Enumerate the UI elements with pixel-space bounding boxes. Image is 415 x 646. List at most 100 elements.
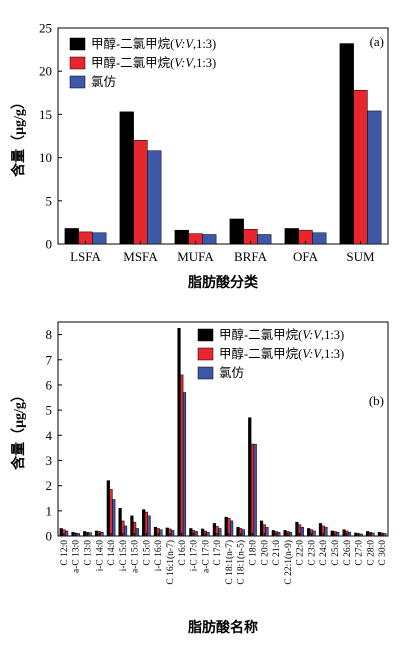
bar <box>88 532 92 537</box>
bar <box>371 532 375 537</box>
bar <box>135 528 139 537</box>
bar <box>165 527 169 537</box>
y-tick-label: 2 <box>46 478 53 493</box>
category-label: C 17:0 <box>213 540 223 566</box>
legend-swatch <box>197 328 214 342</box>
bar <box>330 530 334 537</box>
plot-frame <box>57 27 389 245</box>
category-label: i-C 14:0 <box>95 540 105 572</box>
bar <box>241 529 245 537</box>
bar <box>202 234 217 245</box>
legend-label: 甲醇-二氯甲烷(V:V,1:3) <box>219 327 344 342</box>
bar <box>324 526 328 537</box>
y-axis-title: 含量（μg/g） <box>10 95 27 177</box>
category-label: C 18:1(n-7) <box>224 540 235 585</box>
bar <box>171 530 175 537</box>
bar <box>65 530 69 537</box>
category-label: C 30:0 <box>378 540 388 566</box>
legend-swatch <box>197 366 214 380</box>
bar <box>288 531 293 537</box>
bar <box>257 234 272 245</box>
plot-frame <box>57 321 389 537</box>
legend-label: 甲醇-二氯甲烷(V:V,1:3) <box>91 36 216 51</box>
bar <box>284 228 299 245</box>
x-axis-title: 脂肪酸分类 <box>187 274 259 291</box>
category-label: C 22:0 <box>296 540 306 566</box>
bar <box>229 218 244 245</box>
bar <box>253 443 257 537</box>
category-label: C 13:0 <box>83 540 93 566</box>
bar <box>94 530 99 537</box>
legend-swatch <box>69 75 86 89</box>
category-label: SUM <box>346 249 375 264</box>
y-tick-label: 1 <box>46 503 53 518</box>
category-label: i-C 16:0 <box>154 540 164 572</box>
bar <box>180 374 184 537</box>
panel-label: (b) <box>369 393 384 408</box>
bar <box>265 526 269 537</box>
category-label: C 26:0 <box>343 540 353 566</box>
legend-label: 甲醇-二氯甲烷(V:V,1:3) <box>91 55 216 70</box>
panel-a: 0 5 10 15 20 25 LSFA MSFA MUFA BRFA OFA SUM 含量（μg/g）… <box>10 21 389 291</box>
bar <box>147 515 151 537</box>
bar <box>224 516 228 537</box>
bar <box>230 520 234 537</box>
bar <box>218 528 222 537</box>
category-label: C 27:0 <box>355 540 365 566</box>
legend: 甲醇-二氯甲烷(V:V,1:3) 甲醇-二氯甲烷(V:V,1:3) 氯仿 <box>69 36 216 89</box>
category-label: C 18:1(n-5) <box>236 540 247 585</box>
category-label: a-C 15:0 <box>131 540 141 573</box>
category-label: C 16:0 <box>178 540 188 566</box>
y-tick-label: 0 <box>46 529 53 544</box>
category-label: C 24:0 <box>319 540 329 566</box>
bar <box>366 531 370 537</box>
category-label: C 23:0 <box>307 540 317 566</box>
bar <box>312 530 316 537</box>
bar <box>159 529 163 537</box>
y-axis-title: 含量（μg/g） <box>10 388 27 470</box>
bar <box>76 533 80 537</box>
category-label: i-C 15:0 <box>119 540 129 572</box>
y-tick-label: 15 <box>39 107 52 122</box>
y-tick-label: 3 <box>46 453 53 468</box>
legend-label: 氯仿 <box>219 366 244 380</box>
panel-label: (a) <box>370 34 384 49</box>
category-label: C 25:0 <box>331 540 341 566</box>
bar <box>194 531 198 537</box>
category-label: C 12:0 <box>60 540 70 566</box>
bar <box>130 515 134 537</box>
bar <box>383 533 387 537</box>
bar <box>100 531 104 537</box>
bar <box>367 110 382 245</box>
y-tick-label: 5 <box>46 193 53 208</box>
bar <box>112 499 116 537</box>
category-label: C 20:0 <box>260 540 270 566</box>
category-label: C 14:0 <box>107 540 117 566</box>
bar <box>133 140 148 245</box>
y-tick-label: 0 <box>46 237 53 252</box>
bar <box>123 525 128 537</box>
bar <box>118 508 122 537</box>
category-label: C 16:1(n-7) <box>165 540 176 585</box>
y-tick-label: 6 <box>46 377 53 392</box>
bar <box>295 521 299 537</box>
category-label: C 22:1(n-9) <box>283 540 294 585</box>
y-tick-label: 5 <box>46 403 53 418</box>
bar <box>339 43 354 245</box>
bar <box>236 526 240 537</box>
bar <box>259 520 264 537</box>
bar <box>277 531 281 537</box>
legend-swatch <box>69 37 86 51</box>
bar <box>312 232 327 245</box>
bar <box>307 528 311 537</box>
bar <box>147 150 162 245</box>
bar <box>377 531 382 537</box>
y-tick-label: 10 <box>39 150 52 165</box>
category-label: C 15:0 <box>142 540 152 566</box>
bar <box>119 111 134 245</box>
legend: 甲醇-二氯甲烷(V:V,1:3) 甲醇-二氯甲烷(V:V,1:3) 氯仿 <box>197 327 344 380</box>
y-tick-label: 7 <box>46 352 53 367</box>
bar <box>318 523 323 537</box>
